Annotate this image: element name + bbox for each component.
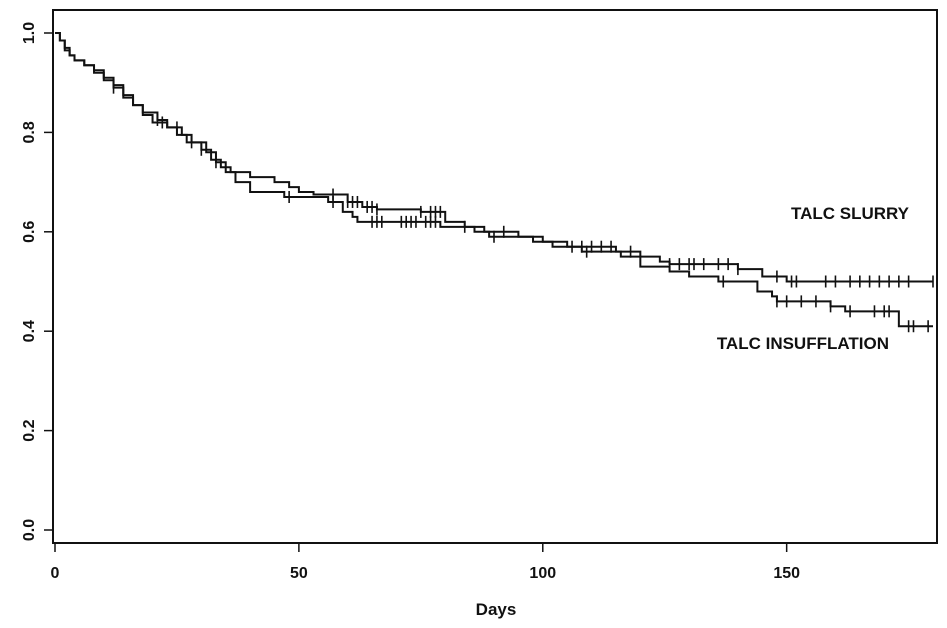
x-axis-title: Days: [476, 600, 517, 619]
x-tick-label: 150: [773, 565, 800, 582]
x-tick-label: 50: [290, 565, 308, 582]
survival-curve-talc-slurry: [55, 32, 933, 283]
censor-marks: [112, 81, 934, 333]
x-axis: 0 50 100 150: [51, 543, 800, 582]
talc-insufflation-label: TALC INSUFFLATION: [717, 334, 889, 353]
x-tick-label: 0: [51, 565, 60, 582]
x-tick-label: 100: [529, 565, 556, 582]
y-axis: 0.0 0.2 0.4 0.6 0.8 1.0: [21, 22, 53, 541]
survival-curves: [55, 32, 933, 328]
talc-slurry-label: TALC SLURRY: [791, 204, 910, 223]
y-tick-label: 0.6: [21, 221, 38, 243]
survival-curve-talc-insufflation: [55, 32, 933, 328]
y-tick-label: 0.4: [21, 320, 38, 342]
y-tick-label: 0.0: [21, 519, 38, 541]
y-tick-label: 0.8: [21, 121, 38, 143]
y-tick-label: 0.2: [21, 419, 38, 441]
y-tick-label: 1.0: [21, 22, 38, 44]
plot-frame: [52, 9, 938, 544]
